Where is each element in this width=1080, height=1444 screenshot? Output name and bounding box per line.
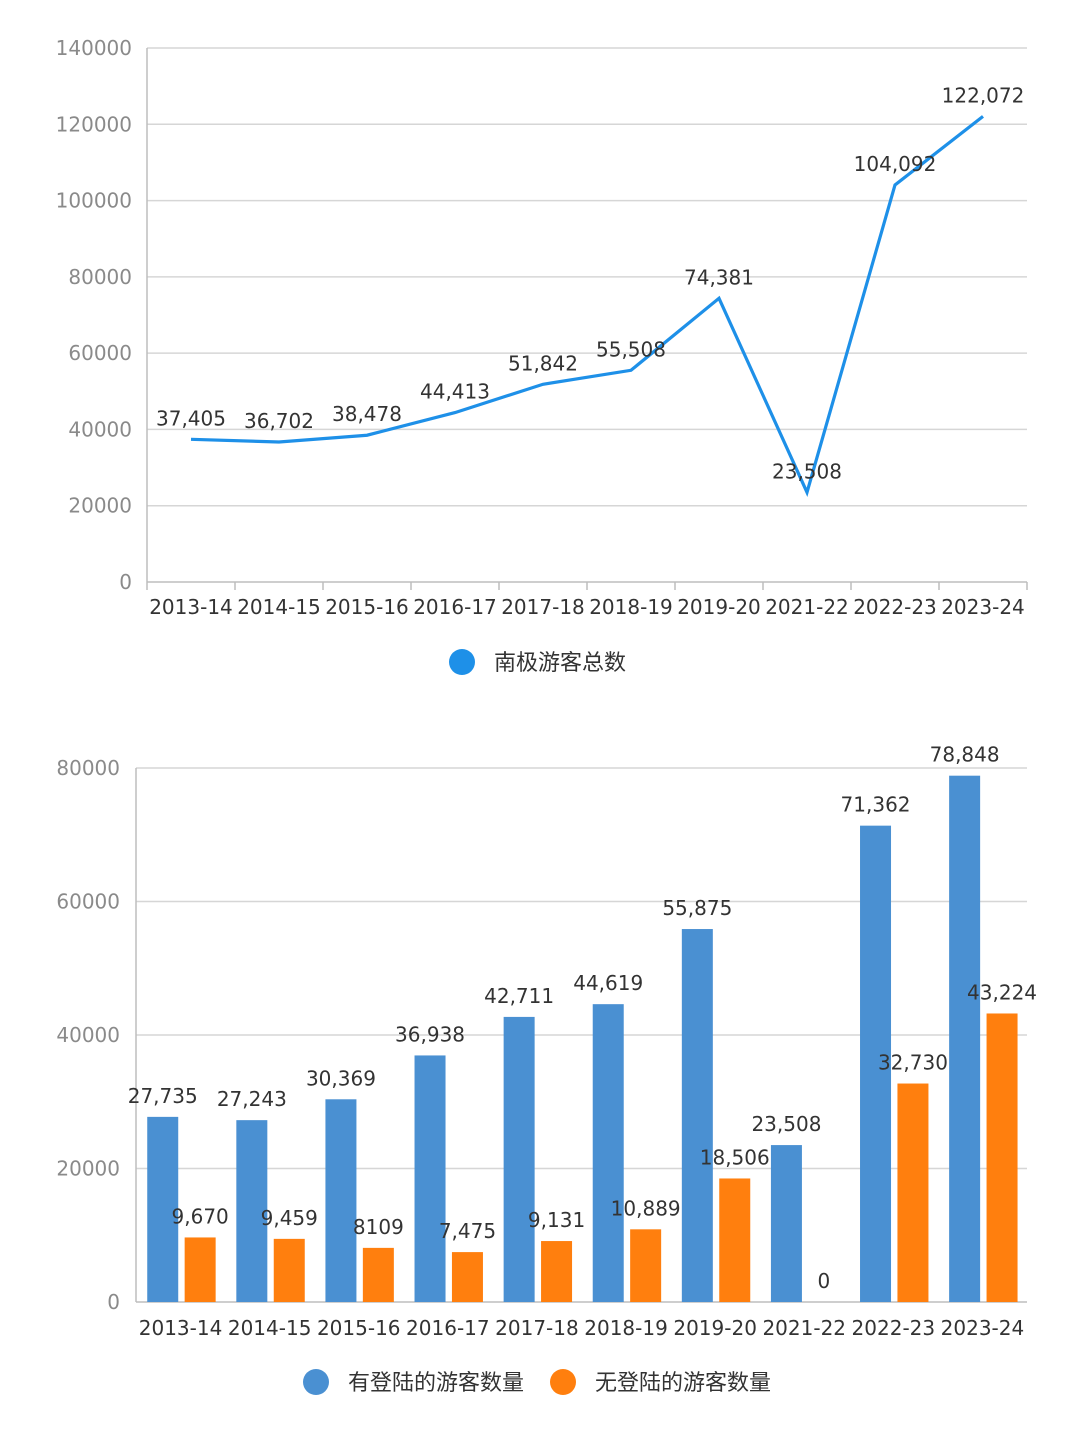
legend-marker <box>550 1369 576 1395</box>
bar-not-landed <box>986 1013 1018 1302</box>
data-label: 122,072 <box>942 83 1025 107</box>
bar-not-landed <box>451 1252 483 1302</box>
bar-landed <box>949 775 981 1302</box>
legend-label: 南极游客总数 <box>494 651 626 676</box>
data-label: 55,508 <box>596 337 666 361</box>
x-tick-label: 2017-18 <box>501 595 585 619</box>
data-label: 37,405 <box>156 406 226 430</box>
data-label: 9,670 <box>172 1204 229 1228</box>
legend-marker <box>303 1369 329 1395</box>
x-tick-label: 2014-15 <box>228 1316 312 1340</box>
bar-landed <box>681 929 713 1302</box>
data-label: 36,702 <box>244 409 314 433</box>
line-chart: 0 20000 40000 60000 80000 100000 120000 140000 2… <box>56 36 1028 676</box>
y-tick-label: 140000 <box>56 36 132 60</box>
series-line-南极游客总数 <box>190 115 984 497</box>
x-tick-label: 2014-15 <box>237 595 321 619</box>
bar-not-landed <box>273 1238 305 1302</box>
y-tick-label: 40000 <box>68 417 132 441</box>
legend-label: 无登陆的游客数量 <box>595 1371 771 1396</box>
bar-not-landed <box>362 1247 394 1302</box>
data-label: 8109 <box>353 1215 404 1239</box>
data-label: 23,508 <box>751 1112 821 1136</box>
bar-landed <box>770 1145 802 1302</box>
x-tick-label: 2023-24 <box>941 1316 1025 1340</box>
x-tick-label: 2021-22 <box>762 1316 846 1340</box>
x-tick-label: 2023-24 <box>941 595 1025 619</box>
legend-label: 有登陆的游客数量 <box>348 1371 524 1396</box>
y-tick-label: 80000 <box>56 756 120 780</box>
data-label: 18,506 <box>700 1145 770 1169</box>
x-tick-label: 2021-22 <box>765 595 849 619</box>
bar-not-landed <box>184 1237 216 1302</box>
data-label: 51,842 <box>508 351 578 375</box>
legend-marker <box>449 649 475 675</box>
x-tick-label: 2013-14 <box>149 595 233 619</box>
x-tick-label: 2019-20 <box>677 595 761 619</box>
data-label: 23,508 <box>772 459 842 483</box>
bar-landed <box>414 1055 446 1302</box>
bar-not-landed <box>719 1178 751 1302</box>
data-label: 0 <box>817 1269 830 1293</box>
bar-landed <box>503 1016 535 1302</box>
x-tick-label: 2018-19 <box>584 1316 668 1340</box>
data-label: 78,848 <box>930 743 1000 767</box>
data-label: 44,619 <box>573 971 643 995</box>
y-tick-label: 60000 <box>68 341 132 365</box>
data-label: 55,875 <box>662 896 732 920</box>
bar-landed <box>592 1004 624 1302</box>
data-label: 43,224 <box>967 980 1037 1004</box>
x-tick-label: 2018-19 <box>589 595 673 619</box>
bar-landed <box>325 1099 357 1302</box>
y-tick-label: 40000 <box>56 1023 120 1047</box>
bar-not-landed <box>897 1083 929 1302</box>
x-tick-label: 2017-18 <box>495 1316 579 1340</box>
data-label: 36,938 <box>395 1022 465 1046</box>
bar-landed <box>236 1120 268 1302</box>
y-tick-label: 80000 <box>68 265 132 289</box>
data-label: 104,092 <box>854 152 937 176</box>
y-tick-label: 20000 <box>68 494 132 518</box>
data-label: 44,413 <box>420 380 490 404</box>
data-label: 42,711 <box>484 984 554 1008</box>
data-label: 10,889 <box>611 1196 681 1220</box>
data-label: 9,131 <box>528 1208 585 1232</box>
bar-landed <box>860 825 892 1302</box>
y-tick-label: 0 <box>119 570 132 594</box>
x-tick-label: 2022-23 <box>852 1316 936 1340</box>
x-tick-label: 2013-14 <box>139 1316 223 1340</box>
x-tick-label: 2015-16 <box>325 595 409 619</box>
x-tick-label: 2019-20 <box>673 1316 757 1340</box>
data-label: 7,475 <box>439 1219 496 1243</box>
bar-not-landed <box>541 1241 573 1302</box>
data-label: 71,362 <box>841 793 911 817</box>
data-label: 27,735 <box>128 1084 198 1108</box>
data-label: 9,459 <box>261 1206 318 1230</box>
x-tick-label: 2015-16 <box>317 1316 401 1340</box>
bar-not-landed <box>630 1229 662 1302</box>
x-tick-label: 2016-17 <box>413 595 497 619</box>
data-label: 74,381 <box>684 265 754 289</box>
x-tick-label: 2016-17 <box>406 1316 490 1340</box>
bar-landed <box>147 1116 179 1302</box>
y-tick-label: 100000 <box>56 189 132 213</box>
data-label: 32,730 <box>878 1051 948 1075</box>
bar-chart: 0 20000 40000 60000 80000 2013-14 2014-15 2015-… <box>56 743 1037 1396</box>
x-tick-label: 2022-23 <box>853 595 937 619</box>
y-tick-label: 0 <box>107 1290 120 1314</box>
data-label: 30,369 <box>306 1066 376 1090</box>
data-label: 27,243 <box>217 1087 287 1111</box>
data-label: 38,478 <box>332 402 402 426</box>
y-tick-label: 20000 <box>56 1157 120 1181</box>
y-tick-label: 120000 <box>56 112 132 136</box>
y-tick-label: 60000 <box>56 890 120 914</box>
